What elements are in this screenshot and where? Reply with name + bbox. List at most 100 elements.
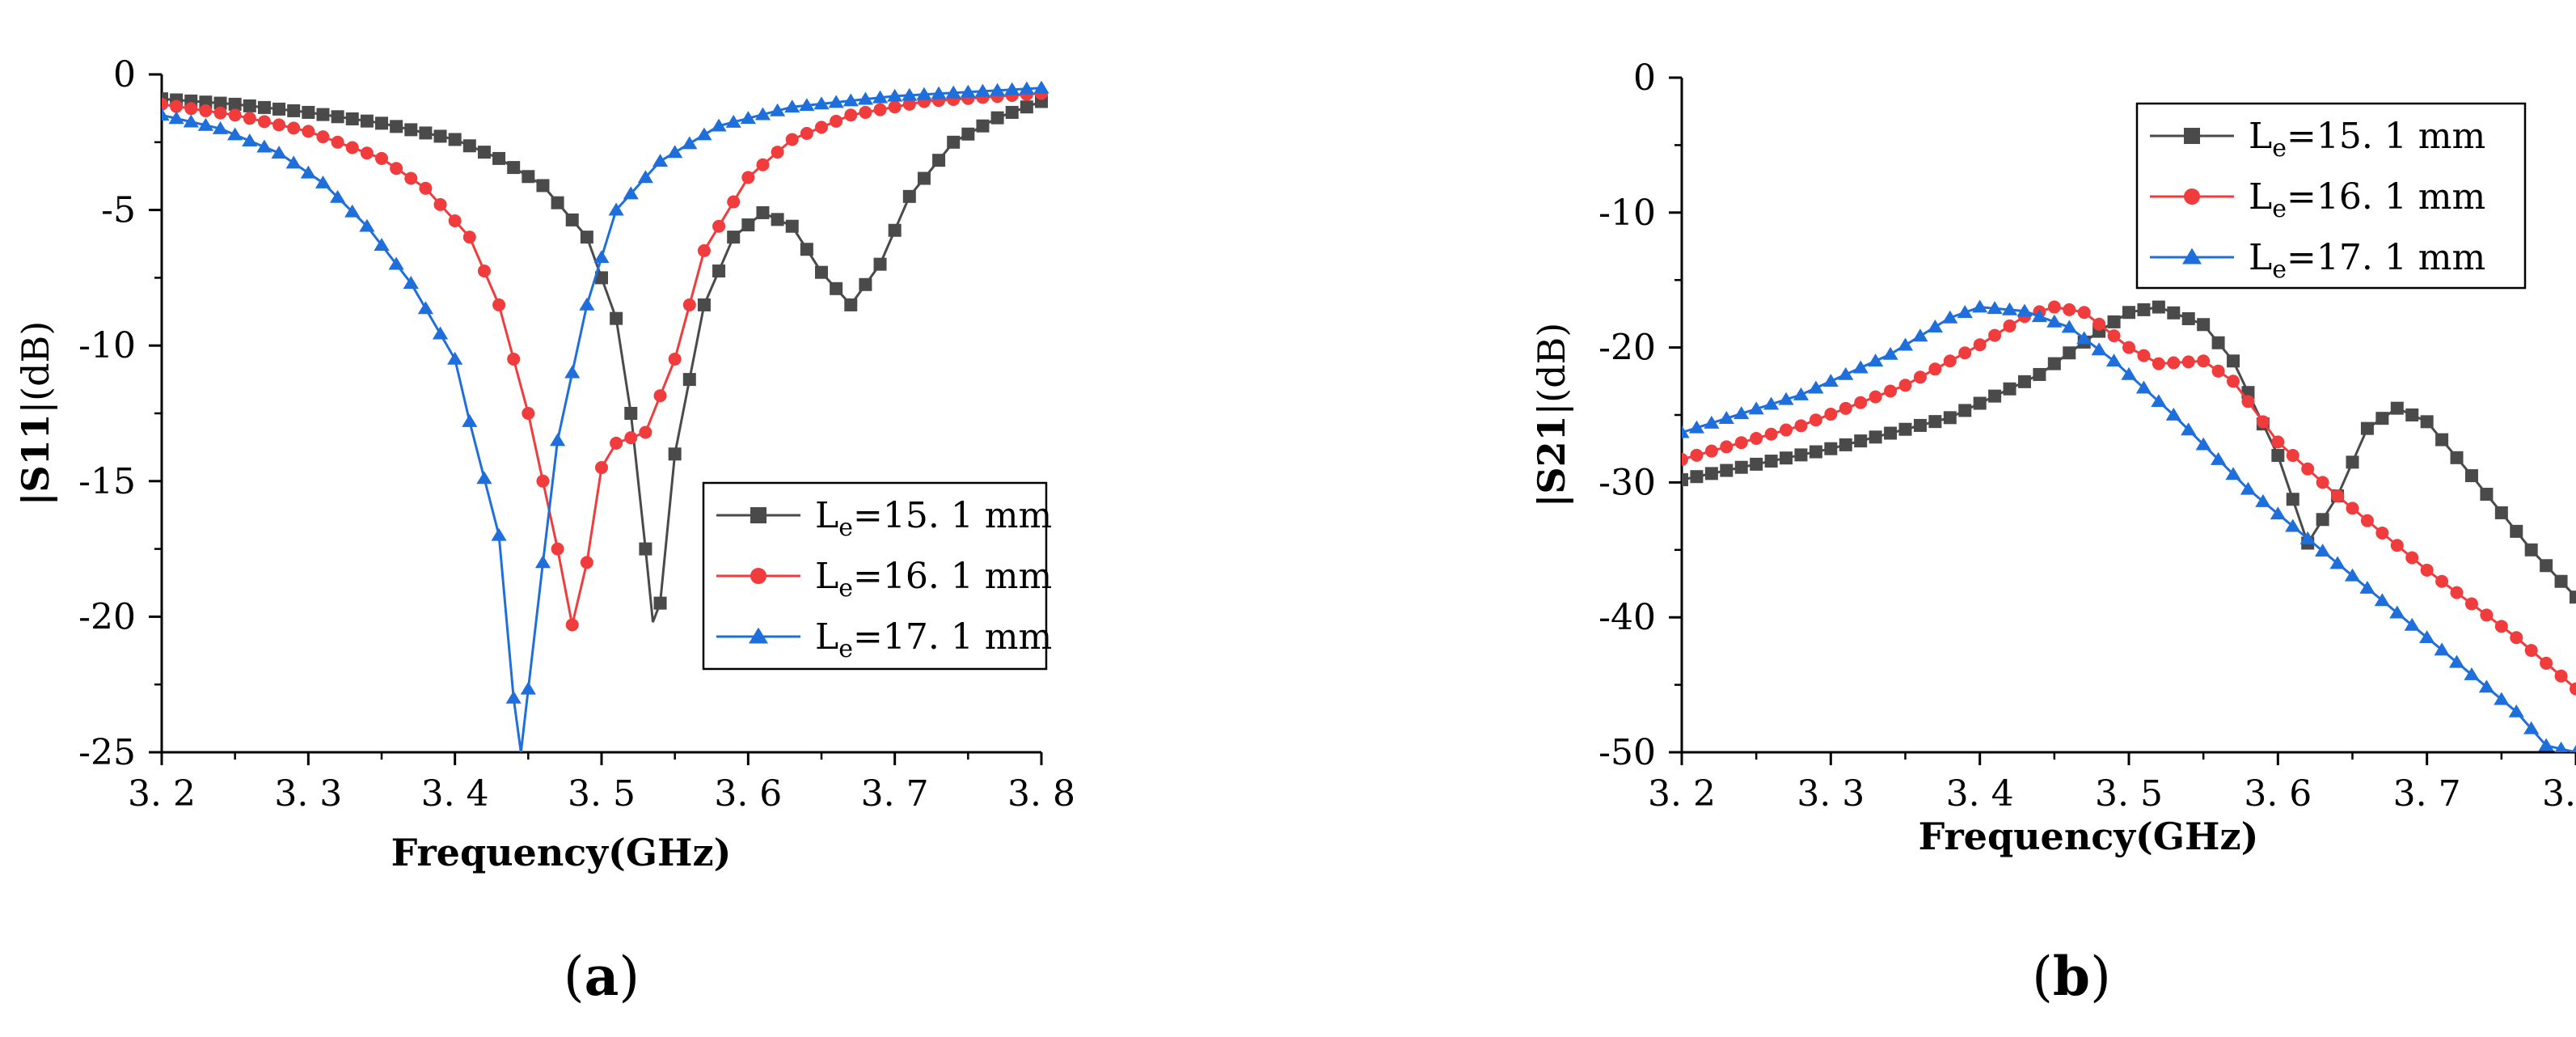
data-point — [2404, 617, 2420, 631]
y-tick-label: -10 — [78, 325, 136, 366]
data-point — [785, 219, 799, 233]
y-tick-label: 0 — [113, 54, 136, 95]
data-point — [1690, 448, 1704, 462]
data-point — [1682, 473, 1688, 487]
data-point — [2390, 539, 2404, 552]
data-point — [741, 218, 755, 232]
data-point — [1682, 453, 1688, 467]
x-tick-label: 3. 7 — [2393, 773, 2461, 815]
data-point — [610, 436, 623, 450]
data-point — [403, 275, 419, 289]
data-point — [888, 100, 902, 114]
data-point — [565, 618, 579, 632]
data-point — [1809, 413, 1822, 427]
y-tick-label: -10 — [1598, 193, 1656, 234]
data-point — [345, 141, 359, 154]
data-point — [2240, 481, 2257, 495]
data-point — [522, 170, 535, 184]
data-point — [1928, 415, 1942, 429]
data-point — [228, 108, 242, 122]
data-point — [170, 99, 184, 113]
data-point — [1943, 411, 1957, 425]
data-point — [1704, 444, 1718, 458]
data-point — [2434, 642, 2450, 656]
data-point — [2016, 303, 2033, 317]
data-point — [360, 146, 374, 160]
data-point — [844, 298, 858, 311]
data-point — [2480, 608, 2494, 622]
data-point — [550, 433, 566, 447]
data-point — [2046, 314, 2063, 328]
data-point — [1882, 346, 1898, 360]
data-point — [756, 205, 770, 219]
data-point — [667, 145, 683, 159]
data-point — [2271, 435, 2285, 449]
data-point — [2195, 437, 2211, 451]
data-point — [491, 527, 507, 541]
data-point — [2523, 721, 2540, 734]
data-point — [522, 407, 535, 420]
data-point — [2510, 631, 2523, 645]
data-point — [2181, 312, 2195, 326]
data-point — [976, 119, 990, 133]
data-point — [2151, 394, 2167, 408]
data-point — [2165, 407, 2181, 421]
data-point — [2047, 357, 2061, 370]
data-point — [623, 186, 639, 200]
data-point — [448, 214, 462, 228]
data-point — [507, 161, 521, 175]
data-point — [243, 99, 256, 112]
data-point — [2524, 543, 2538, 557]
x-tick-label: 3. 8 — [2542, 773, 2576, 815]
data-point — [1005, 105, 1019, 119]
data-point — [1913, 370, 1927, 384]
data-point — [1734, 460, 1748, 474]
data-point — [1912, 328, 1928, 342]
data-point — [931, 86, 947, 99]
data-point — [1973, 338, 1987, 352]
data-point — [887, 88, 903, 102]
data-point — [610, 311, 623, 325]
data-point — [2211, 336, 2225, 349]
data-point — [419, 181, 433, 195]
data-point — [2435, 433, 2449, 447]
data-point — [2107, 329, 2121, 343]
data-point — [2241, 395, 2255, 408]
legend-label: Le=17. 1 mm — [815, 616, 1052, 663]
data-point — [624, 431, 638, 445]
data-point — [1794, 448, 1808, 462]
data-point — [990, 83, 1006, 96]
data-point — [536, 474, 550, 488]
data-point — [2122, 306, 2135, 320]
data-point — [2003, 382, 2016, 396]
data-point — [2494, 692, 2510, 705]
data-point — [2375, 412, 2389, 425]
data-point — [1927, 320, 1943, 333]
data-point — [960, 84, 976, 98]
data-point — [1764, 427, 1778, 441]
data-point — [1838, 366, 1854, 380]
data-point — [947, 135, 961, 149]
data-point — [902, 87, 918, 101]
data-point — [287, 104, 301, 117]
data-point — [2554, 669, 2568, 683]
data-point — [2405, 408, 2419, 421]
data-point — [2211, 451, 2227, 465]
data-point — [2181, 422, 2197, 436]
data-point — [213, 96, 227, 110]
data-point — [2508, 704, 2524, 717]
data-point — [2105, 353, 2122, 367]
data-point — [1808, 380, 1824, 394]
data-point — [830, 114, 843, 128]
data-point — [2197, 354, 2211, 368]
data-point — [448, 133, 462, 146]
data-point — [2135, 380, 2152, 394]
data-point — [2316, 513, 2329, 527]
data-point — [1704, 467, 1718, 480]
data-point — [652, 154, 669, 167]
series-3 — [162, 80, 1049, 752]
legend-label: Le=17. 1 mm — [2249, 237, 2485, 284]
y-axis-title: |S21|(dB) — [1530, 323, 1573, 508]
panel-b-s21-chart: 3. 2 3. 3 3. 4 3. 5 3. 6 3. 7 3. 8 0 -10 -20 -30 -4… — [1530, 57, 2576, 1008]
data-point — [2299, 531, 2316, 544]
